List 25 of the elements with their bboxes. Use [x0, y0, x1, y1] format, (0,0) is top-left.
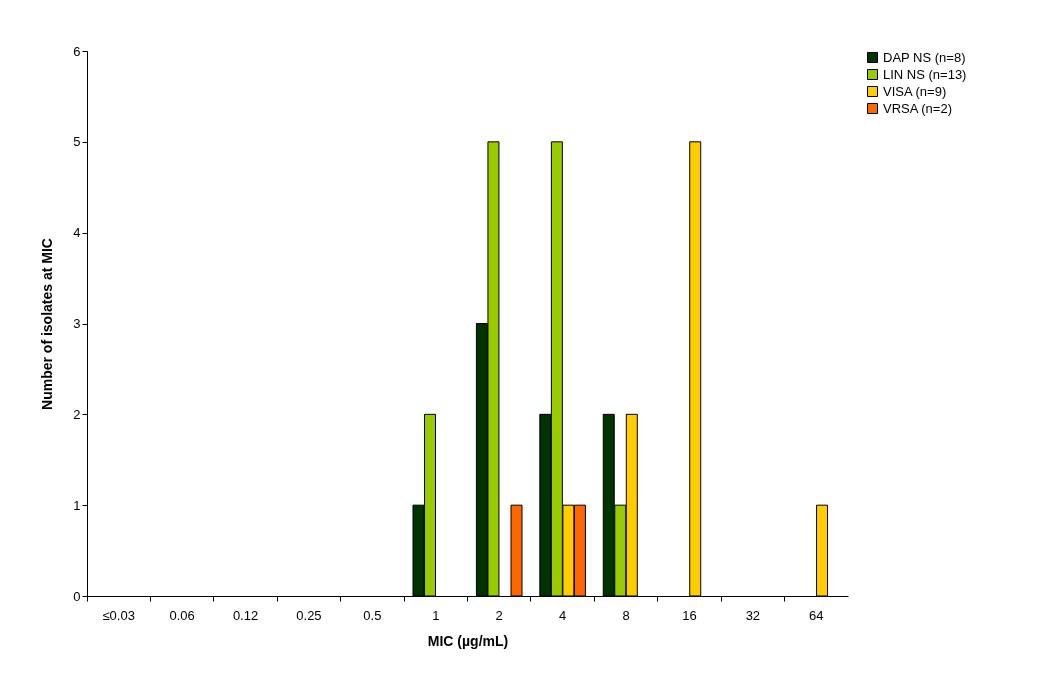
- x-tick-label: 16: [682, 607, 697, 623]
- y-tick-label: 6: [73, 43, 81, 59]
- y-tick-label: 3: [73, 316, 81, 331]
- y-tick-label: 0: [73, 588, 81, 604]
- y-axis-title: Number of isolates at MIC: [39, 238, 56, 410]
- legend-label: DAP NS (n=8): [883, 49, 966, 65]
- x-tick-label: 8: [622, 607, 630, 623]
- x-tick-label: ≤0.03: [102, 607, 135, 623]
- x-tick-label: 64: [809, 607, 824, 623]
- legend-label: VISA (n=9): [883, 83, 947, 99]
- x-tick-label: 0.5: [363, 607, 382, 623]
- x-tick-label: 4: [559, 607, 567, 623]
- x-axis-title: MIC (µg/mL): [427, 632, 509, 649]
- legend-label: VRSA (n=2): [883, 100, 953, 116]
- legend-label: LIN NS (n=13): [883, 66, 967, 82]
- y-tick-label: 2: [73, 406, 81, 422]
- y-tick-label: 1: [73, 497, 81, 513]
- y-tick-label: 5: [73, 134, 81, 150]
- x-tick-label: 2: [495, 607, 503, 623]
- x-tick-label: 1: [432, 607, 440, 623]
- x-tick-label: 0.06: [169, 607, 195, 623]
- y-tick-label: 4: [73, 225, 81, 241]
- x-tick-label: 32: [745, 607, 761, 623]
- x-tick-label: 0.25: [296, 607, 322, 623]
- x-tick-label: 0.12: [232, 607, 259, 623]
